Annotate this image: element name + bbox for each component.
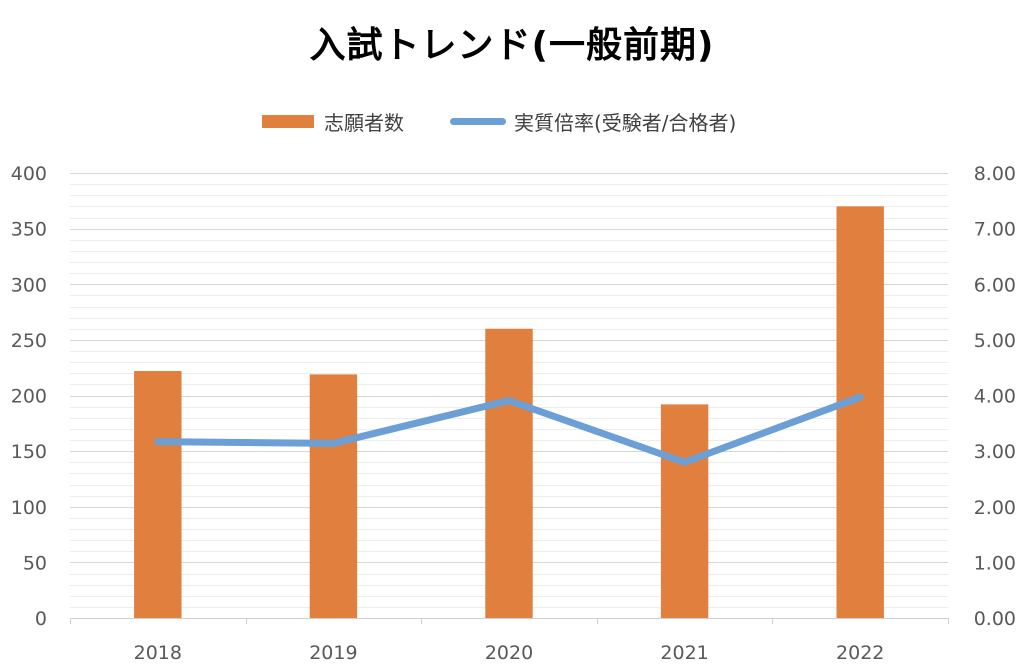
axis-labels: 0 50 100 150 200 250 300 350 400 0.00 1.00 2.00 3.00…: [11, 163, 1016, 664]
y-right-tick-label: 0.00: [974, 608, 1016, 630]
line-series: [154, 393, 864, 466]
bar-2019: [309, 374, 358, 618]
x-tick-label: 2022: [836, 642, 884, 664]
y-left-tick-label: 300: [11, 274, 47, 296]
y-right-tick-label: 8.00: [974, 163, 1016, 185]
y-right-tick-label: 4.00: [974, 386, 1016, 408]
y-right-tick-label: 3.00: [974, 441, 1016, 463]
x-tick-label: 2020: [485, 642, 533, 664]
legend-line-swatch: [450, 117, 506, 125]
y-right-tick-label: 5.00: [974, 330, 1016, 352]
x-tick-label: 2018: [134, 642, 182, 664]
x-tick-label: 2021: [660, 642, 708, 664]
y-left-tick-label: 400: [11, 163, 47, 185]
bar-series: [134, 206, 884, 618]
x-tick-label: 2019: [309, 642, 357, 664]
y-left-tick-label: 50: [23, 552, 47, 574]
y-left-tick-label: 250: [11, 330, 47, 352]
y-left-tick-label: 150: [11, 441, 47, 463]
y-right-tick-label: 1.00: [974, 552, 1016, 574]
legend-item-ratio: 実質倍率(受験者/合格者): [450, 106, 736, 136]
chart-title: 入試トレンド(一般前期): [309, 25, 715, 66]
bar-2020: [485, 328, 533, 618]
y-right-tick-label: 6.00: [974, 274, 1016, 296]
legend-label-applicants: 志願者数: [324, 110, 404, 135]
y-left-tick-label: 0: [35, 608, 47, 630]
x-axis: [70, 618, 949, 624]
y-left-tick-label: 200: [11, 386, 47, 408]
y-left-tick-label: 350: [11, 219, 47, 241]
legend-bar-swatch: [262, 114, 314, 128]
legend: 志願者数 実質倍率(受験者/合格者): [0, 106, 1024, 136]
bar-2021: [660, 404, 709, 618]
y-right-tick-label: 2.00: [974, 497, 1016, 519]
legend-label-ratio: 実質倍率(受験者/合格者): [514, 110, 737, 135]
bar-2018: [134, 371, 182, 618]
legend-item-applicants: 志願者数: [262, 106, 404, 136]
bar-2022: [836, 206, 884, 618]
y-right-tick-label: 7.00: [974, 219, 1016, 241]
y-left-tick-label: 100: [11, 497, 47, 519]
